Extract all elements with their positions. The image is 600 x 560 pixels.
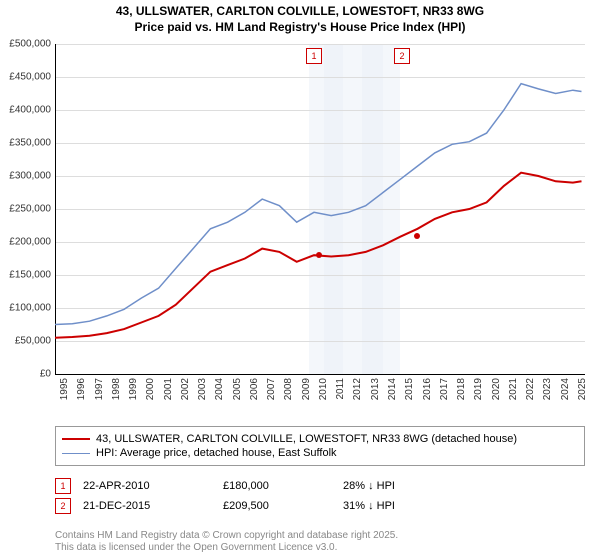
- y-tick-label: £250,000: [9, 204, 51, 215]
- x-tick-label: 2023: [542, 378, 553, 400]
- x-tick-label: 2020: [491, 378, 502, 400]
- x-tick-label: 2022: [525, 378, 536, 400]
- sale-date: 21-DEC-2015: [83, 500, 223, 512]
- chart-title: 43, ULLSWATER, CARLTON COLVILLE, LOWESTO…: [0, 0, 600, 35]
- y-tick-label: £150,000: [9, 270, 51, 281]
- x-tick-label: 1998: [111, 378, 122, 400]
- legend-row: HPI: Average price, detached house, East…: [62, 447, 578, 459]
- sale-price: £180,000: [223, 480, 343, 492]
- sale-row: 1 22-APR-2010£180,00028% ↓ HPI: [55, 478, 585, 494]
- legend-label: HPI: Average price, detached house, East…: [96, 447, 337, 459]
- footer-line-1: Contains HM Land Registry data © Crown c…: [55, 530, 398, 542]
- x-tick-label: 2018: [456, 378, 467, 400]
- x-tick-label: 2001: [163, 378, 174, 400]
- x-tick-label: 1996: [76, 378, 87, 400]
- x-tick-label: 1997: [94, 378, 105, 400]
- x-tick-label: 2003: [197, 378, 208, 400]
- x-tick-label: 2007: [266, 378, 277, 400]
- y-tick-label: £50,000: [15, 336, 51, 347]
- chart-lines: [55, 44, 585, 374]
- y-tick-label: £200,000: [9, 237, 51, 248]
- x-tick-label: 2021: [508, 378, 519, 400]
- x-tick-label: 2017: [439, 378, 450, 400]
- chart-plot-area: £0£50,000£100,000£150,000£200,000£250,00…: [55, 44, 585, 374]
- sales-table: 1 22-APR-2010£180,00028% ↓ HPI 2 21-DEC-201…: [55, 474, 585, 518]
- chart-marker: 2: [394, 48, 410, 64]
- title-line-2: Price paid vs. HM Land Registry's House …: [0, 20, 600, 36]
- x-tick-label: 2014: [387, 378, 398, 400]
- sale-dot: [316, 252, 322, 258]
- y-tick-label: £350,000: [9, 138, 51, 149]
- sale-price: £209,500: [223, 500, 343, 512]
- x-tick-label: 2005: [232, 378, 243, 400]
- legend: 43, ULLSWATER, CARLTON COLVILLE, LOWESTO…: [55, 426, 585, 466]
- x-tick-label: 2000: [145, 378, 156, 400]
- series-hpi: [55, 84, 582, 325]
- x-tick-label: 2002: [180, 378, 191, 400]
- x-tick-label: 2006: [249, 378, 260, 400]
- legend-label: 43, ULLSWATER, CARLTON COLVILLE, LOWESTO…: [96, 433, 517, 445]
- x-tick-label: 2015: [404, 378, 415, 400]
- legend-swatch: [62, 453, 90, 454]
- x-tick-label: 2010: [318, 378, 329, 400]
- y-tick-label: £500,000: [9, 39, 51, 50]
- attribution-footer: Contains HM Land Registry data © Crown c…: [55, 530, 398, 554]
- x-tick-label: 2025: [577, 378, 588, 400]
- x-tick-label: 1999: [128, 378, 139, 400]
- sale-row: 2 21-DEC-2015£209,50031% ↓ HPI: [55, 498, 585, 514]
- y-tick-label: £450,000: [9, 72, 51, 83]
- legend-row: 43, ULLSWATER, CARLTON COLVILLE, LOWESTO…: [62, 433, 578, 445]
- sale-dot: [414, 233, 420, 239]
- x-tick-label: 2012: [352, 378, 363, 400]
- y-tick-label: £0: [40, 369, 51, 380]
- sale-date: 22-APR-2010: [83, 480, 223, 492]
- chart-marker: 1: [306, 48, 322, 64]
- x-tick-label: 2019: [473, 378, 484, 400]
- y-tick-label: £300,000: [9, 171, 51, 182]
- x-tick-label: 2024: [560, 378, 571, 400]
- sale-marker: 2: [55, 498, 71, 514]
- legend-swatch: [62, 438, 90, 440]
- sale-marker: 1: [55, 478, 71, 494]
- x-tick-label: 1995: [59, 378, 70, 400]
- x-tick-label: 2013: [370, 378, 381, 400]
- y-tick-label: £100,000: [9, 303, 51, 314]
- title-line-1: 43, ULLSWATER, CARLTON COLVILLE, LOWESTO…: [0, 4, 600, 20]
- x-tick-label: 2008: [283, 378, 294, 400]
- y-tick-label: £400,000: [9, 105, 51, 116]
- x-tick-label: 2009: [301, 378, 312, 400]
- sale-diff: 28% ↓ HPI: [343, 480, 395, 492]
- x-axis: [55, 374, 585, 375]
- x-tick-label: 2016: [422, 378, 433, 400]
- sale-diff: 31% ↓ HPI: [343, 500, 395, 512]
- x-tick-label: 2011: [335, 378, 346, 400]
- x-tick-label: 2004: [214, 378, 225, 400]
- footer-line-2: This data is licensed under the Open Gov…: [55, 542, 398, 554]
